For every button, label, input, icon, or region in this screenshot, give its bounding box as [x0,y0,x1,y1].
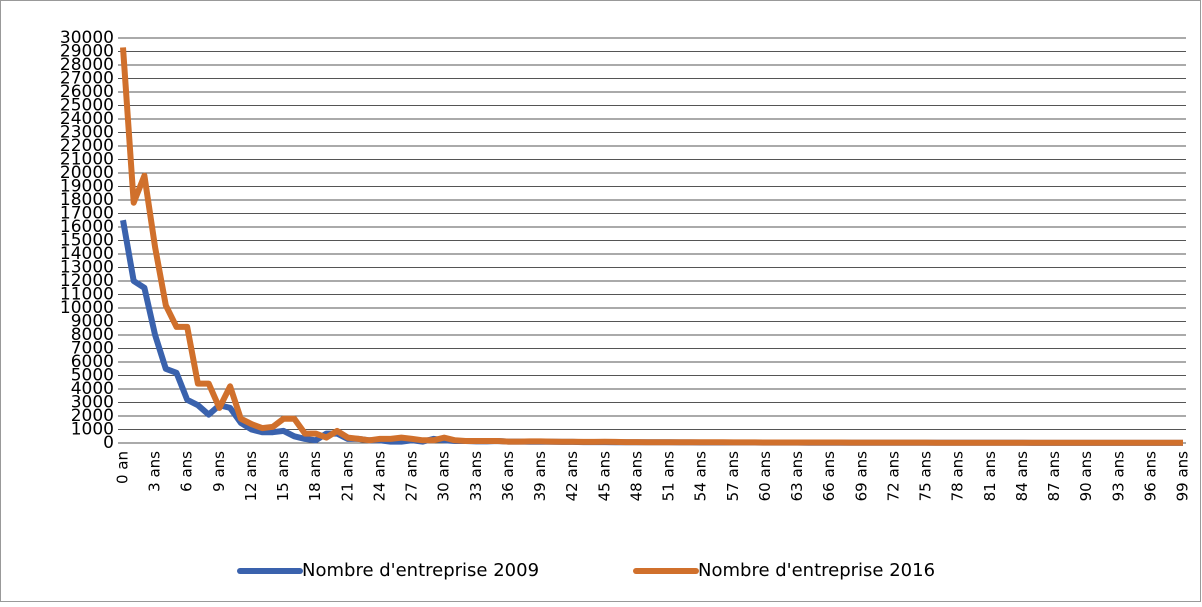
x-tick-label: 36 ans [499,451,517,502]
y-tick-label: 12000 [60,271,114,291]
x-tick-label: 33 ans [467,451,485,502]
y-tick-label: 23000 [60,123,114,143]
y-tick-label: 14000 [60,244,114,264]
y-tick-label: 17000 [60,204,114,224]
y-tick-label: 27000 [60,69,114,89]
x-tick-label: 45 ans [595,451,613,502]
line-series [120,47,1183,446]
y-tick-label: 8000 [71,325,114,345]
y-tick-label: 24000 [60,109,114,129]
y-tick-label: 21000 [60,150,114,170]
x-tick-label: 42 ans [563,451,581,502]
y-tick-label: 22000 [60,136,114,156]
x-tick-label: 3 ans [146,451,164,492]
y-tick-label: 7000 [71,339,114,359]
y-tick-label: 13000 [60,258,114,278]
x-tick-label: 57 ans [724,451,742,502]
y-tick-label: 28000 [60,55,114,75]
x-tick-label: 15 ans [274,451,292,502]
x-tick-label: 0 an [114,451,132,484]
x-tick-label: 54 ans [692,451,710,502]
x-tick-label: 6 ans [178,451,196,492]
x-tick-label: 87 ans [1045,451,1063,502]
x-tick-label: 72 ans [884,451,902,502]
y-tick-label: 0 [103,433,114,453]
x-tick-label: 96 ans [1141,451,1159,502]
x-tick-label: 66 ans [820,451,838,502]
x-tick-label: 93 ans [1109,451,1127,502]
x-tick-label: 18 ans [306,451,324,502]
x-tick-label: 99 ans [1174,451,1192,502]
y-tick-label: 2000 [71,406,114,426]
y-tick-label: 6000 [71,352,114,372]
x-tick-label: 84 ans [1013,451,1031,502]
x-tick-label: 75 ans [917,451,935,502]
x-tick-label: 48 ans [627,451,645,502]
x-tick-label: 30 ans [435,451,453,502]
x-tick-label: 69 ans [852,451,870,502]
x-tick-label: 24 ans [370,451,388,502]
x-tick-label: 12 ans [242,451,260,502]
y-tick-label: 15000 [60,231,114,251]
y-tick-label: 25000 [60,96,114,116]
y-tick-label: 26000 [60,82,114,102]
x-tick-label: 60 ans [756,451,774,502]
legend-label: Nombre d'entreprise 2009 [302,560,539,581]
x-tick-label: 78 ans [949,451,967,502]
x-tick-label: 9 ans [210,451,228,492]
y-tick-label: 9000 [71,312,114,332]
y-tick-label: 4000 [71,379,114,399]
y-tick-label: 16000 [60,217,114,237]
x-tick-label: 63 ans [788,451,806,502]
y-tick-label: 5000 [71,366,114,386]
y-tick-label: 3000 [71,393,114,413]
x-tick-label: 39 ans [531,451,549,502]
y-tick-label: 1000 [71,420,114,440]
x-tick-label: 81 ans [981,451,999,502]
legend-label: Nombre d'entreprise 2016 [698,560,935,581]
y-tick-label: 18000 [60,190,114,210]
x-tick-label: 90 ans [1077,451,1095,502]
y-tick-label: 11000 [60,285,114,305]
y-tick-label: 20000 [60,163,114,183]
x-tick-label: 21 ans [338,451,356,502]
x-tick-label: 27 ans [403,451,421,502]
y-tick-label: 19000 [60,177,114,197]
y-tick-label: 10000 [60,298,114,318]
x-tick-label: 51 ans [660,451,678,502]
y-tick-label: 30000 [60,28,114,48]
y-tick-label: 29000 [60,42,114,62]
